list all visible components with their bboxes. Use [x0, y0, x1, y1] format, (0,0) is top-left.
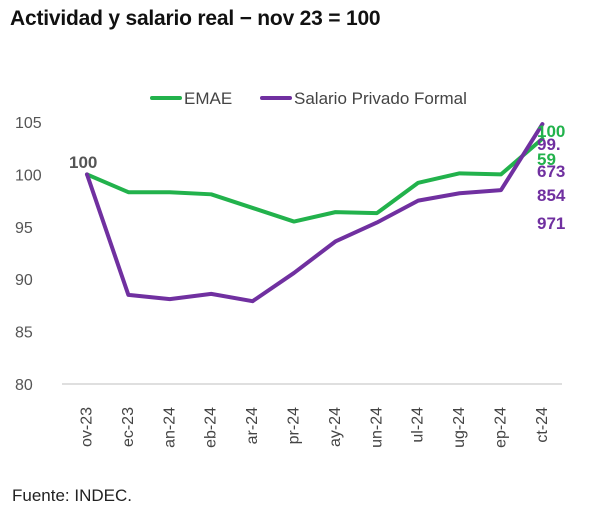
- data-point-s1-5: [251, 206, 255, 210]
- x-tick-label: ep-24: [493, 407, 510, 448]
- x-tick-label: ct-24: [534, 407, 551, 443]
- legend-label-2: Salario Privado Formal: [294, 89, 467, 108]
- data-point-s1-9: [416, 181, 420, 185]
- data-point-s1-12: [540, 137, 544, 141]
- data-point-s1-10: [458, 171, 462, 175]
- data-label-end-4: 673: [537, 162, 565, 181]
- x-tick-label: ay-24: [327, 407, 344, 447]
- y-tick-label: 100: [15, 167, 42, 184]
- x-tick-label: an-24: [161, 407, 178, 448]
- y-tick-label: 95: [15, 220, 33, 237]
- data-point-s1-2: [126, 190, 130, 194]
- x-tick-label: eb-24: [203, 407, 220, 448]
- data-point-s2-8: [375, 221, 379, 225]
- x-tick-label: ar-24: [244, 407, 261, 444]
- data-point-s2-7: [333, 239, 337, 243]
- y-tick-label: 90: [15, 272, 33, 289]
- x-tick-label: un-24: [368, 407, 385, 448]
- data-point-s1-11: [499, 172, 503, 176]
- data-point-s2-5: [251, 299, 255, 303]
- data-point-s2-11: [499, 188, 503, 192]
- data-point-s1-8: [375, 211, 379, 215]
- x-tick-label: ul-24: [410, 407, 427, 443]
- data-point-s2-10: [458, 191, 462, 195]
- data-label-end-5: 854: [537, 186, 566, 205]
- series-line-1: [85, 136, 545, 224]
- data-point-s1-3: [168, 190, 172, 194]
- series-layer: [85, 122, 545, 304]
- chart-legend: EMAE Salario Privado Formal: [150, 89, 467, 108]
- x-tick-label: pr-24: [286, 407, 303, 444]
- x-axis: ov-23 ec-23 an-24 eb-24 ar-24 pr-24 ay-24 un-24…: [62, 383, 562, 448]
- series-line-2: [85, 122, 545, 304]
- x-tick-label: ug-24: [451, 407, 468, 448]
- x-tick-label: ec-23: [120, 407, 137, 447]
- data-label-end-3: 59: [537, 150, 556, 169]
- legend-label-1: EMAE: [184, 89, 232, 108]
- source-note: Fuente: INDEC.: [12, 486, 132, 505]
- data-point-s1-7: [333, 210, 337, 214]
- data-point-s2-1: [85, 172, 89, 176]
- y-axis: 80 85 90 95 100 105: [15, 115, 42, 394]
- data-point-s2-12: [540, 122, 544, 126]
- y-tick-label: 105: [15, 115, 42, 132]
- data-point-s2-4: [209, 292, 213, 296]
- data-label-start: 100: [69, 153, 97, 172]
- data-point-s2-3: [168, 297, 172, 301]
- chart-plot: EMAE Salario Privado Formal 80 85 90 95 100 10…: [15, 89, 566, 448]
- data-label-end-2: 99.: [537, 135, 561, 154]
- data-point-s2-9: [416, 199, 420, 203]
- chart-title: Actividad y salario real − nov 23 = 100: [10, 7, 381, 30]
- data-point-s2-6: [292, 271, 296, 275]
- x-tick-label: ov-23: [79, 407, 96, 447]
- data-label-end-6: 971: [537, 214, 565, 233]
- data-point-s2-2: [126, 293, 130, 297]
- y-tick-label: 85: [15, 325, 33, 342]
- data-point-s1-6: [292, 220, 296, 224]
- data-label-end-1: 100: [537, 122, 565, 141]
- data-point-s1-4: [209, 192, 213, 196]
- y-tick-label: 80: [15, 377, 33, 394]
